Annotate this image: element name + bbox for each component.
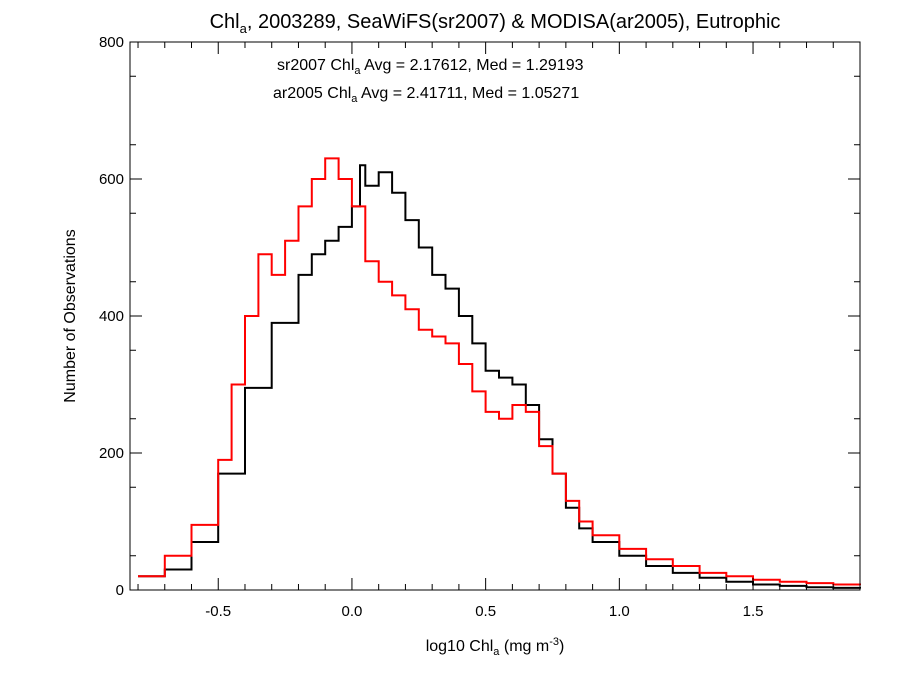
plot-frame — [129, 41, 861, 591]
annotation-sr2007: sr2007 Chla Avg = 2.17612, Med = 1.29193 — [277, 57, 584, 77]
annotation-ar2005: ar2005 Chla Avg = 2.41711, Med = 1.05271 — [273, 85, 579, 105]
x-tick-label: 1.0 — [609, 603, 630, 620]
y-tick-label: 0 — [116, 582, 124, 599]
series-line-0 — [138, 164, 861, 589]
y-tick-label: 200 — [99, 445, 124, 462]
ticks-layer: -0.5 0.0 0.5 1.0 1.5 0 200 400 600 800 — [99, 34, 861, 620]
x-axis-label: log10 Chla (mg m-3) — [426, 636, 565, 658]
series-layer — [138, 157, 861, 589]
y-tick-label: 600 — [99, 171, 124, 188]
y-axis-label: Number of Observations — [62, 229, 79, 402]
x-tick-label: 0.0 — [342, 603, 363, 620]
x-tick-label: -0.5 — [205, 603, 231, 620]
chart-title: Chla, 2003289, SeaWiFS(sr2007) & MODISA(… — [210, 11, 781, 36]
series-line-1 — [138, 157, 861, 586]
x-tick-label: 1.5 — [743, 603, 764, 620]
y-tick-label: 800 — [99, 34, 124, 51]
y-tick-label: 400 — [99, 308, 124, 325]
x-tick-label: 0.5 — [475, 603, 496, 620]
